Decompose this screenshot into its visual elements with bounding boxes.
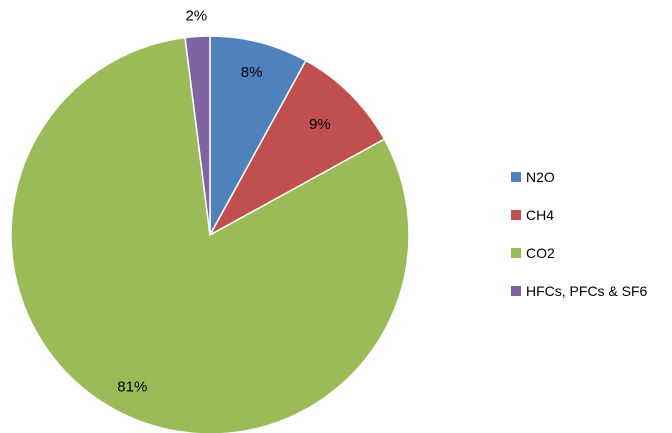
data-label: 9%	[309, 116, 331, 133]
legend-item: CO2	[511, 243, 647, 263]
legend-swatch	[511, 210, 521, 220]
data-label: 8%	[241, 64, 263, 81]
pie-slice	[184, 35, 211, 236]
legend-label: CH4	[526, 207, 555, 223]
legend-swatch	[511, 172, 521, 182]
data-label: 81%	[117, 378, 147, 395]
legend-item: HFCs, PFCs & SF6	[511, 281, 647, 301]
pie-slice	[10, 36, 410, 433]
legend-swatch	[511, 286, 521, 296]
legend: N2O CH4 CO2 HFCs, PFCs & SF6	[511, 167, 647, 319]
legend-item: N2O	[511, 167, 647, 187]
pie-slice	[208, 59, 386, 237]
pie-slice	[209, 35, 307, 236]
legend-swatch	[511, 248, 521, 258]
legend-label: N2O	[526, 169, 555, 185]
legend-label: CO2	[526, 245, 555, 261]
legend-label: HFCs, PFCs & SF6	[526, 283, 648, 299]
legend-item: CH4	[511, 205, 647, 225]
data-label: 2%	[185, 7, 207, 24]
